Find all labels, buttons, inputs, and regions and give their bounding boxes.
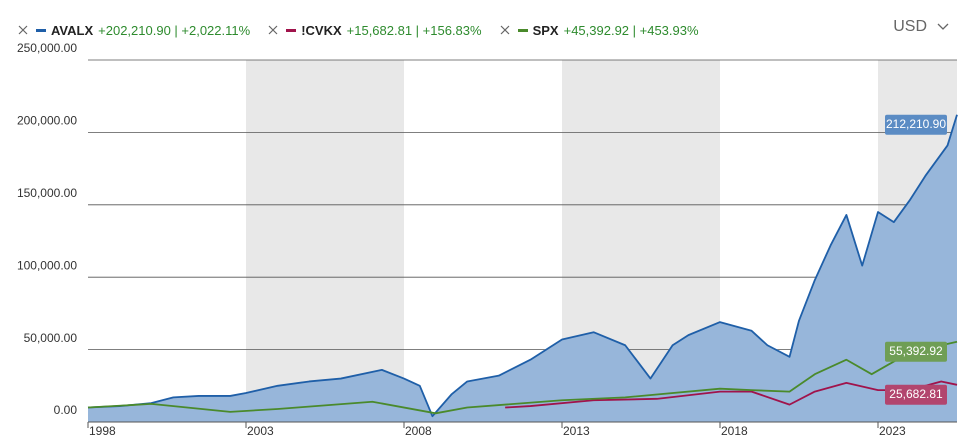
legend-item: SPX +45,392.92 | +453.93% (500, 23, 699, 38)
close-icon (500, 25, 510, 35)
y-tick-label: 150,000.00 (17, 186, 77, 200)
legend-change: +202,210.90 | +2,022.11% (98, 22, 251, 38)
legend-change: +15,682.81 | +156.83% (346, 22, 482, 38)
currency-label: USD (893, 18, 927, 35)
legend-name: AVALX (51, 22, 94, 38)
x-tick-label: 2003 (247, 424, 274, 438)
x-tick-label: 2018 (721, 424, 748, 438)
end-label-text: 55,392.92 (889, 344, 943, 358)
x-tick-label: 2013 (563, 424, 590, 438)
end-label-text: 25,682.81 (889, 387, 943, 401)
line (87, 114, 958, 418)
legend-swatch (286, 28, 297, 32)
legend-swatch (36, 28, 46, 32)
remove-series[interactable] (268, 25, 278, 35)
y-tick-label: 200,000.00 (17, 114, 77, 128)
legend-swatch (517, 28, 528, 32)
legend-name: !CVKX (301, 22, 342, 38)
end-label: 55,392.92 (885, 341, 947, 362)
legend-name: SPX (532, 22, 559, 38)
remove-series[interactable] (18, 25, 28, 35)
end-label: 25,682.81 (885, 384, 947, 405)
end-label-box (885, 114, 947, 135)
x-tick-label: 2008 (405, 424, 432, 438)
legend-item: !CVKX +15,682.81 | +156.83% (268, 22, 482, 38)
remove-series[interactable] (500, 25, 510, 35)
x-tick-label: 2023 (879, 424, 906, 438)
end-label-text: 212,210.90 (886, 117, 946, 131)
legend-change: +45,392.92 | +453.93% (563, 22, 699, 38)
chevron (937, 23, 949, 30)
end-label: 212,210.90 (885, 114, 947, 135)
y-tick-label: 50,000.00 (24, 331, 78, 345)
y-tick-label: 250,000.00 (17, 41, 77, 55)
legend: AVALX +202,210.90 | +2,022.11% !CVKX +15,68… (18, 20, 717, 40)
shaded-band (246, 60, 404, 422)
end-label-box (885, 341, 947, 362)
area (88, 114, 957, 422)
currency-select[interactable]: USD (893, 18, 949, 36)
legend-item: AVALX +202,210.90 | +2,022.11% (18, 23, 250, 38)
x-tick-label: 1998 (89, 424, 116, 438)
y-tick-label: 0.00 (54, 403, 78, 417)
close-icon (18, 25, 28, 35)
line (87, 340, 958, 415)
end-label-box (885, 384, 947, 405)
close-icon (268, 25, 278, 35)
y-tick-label: 100,000.00 (17, 258, 77, 272)
